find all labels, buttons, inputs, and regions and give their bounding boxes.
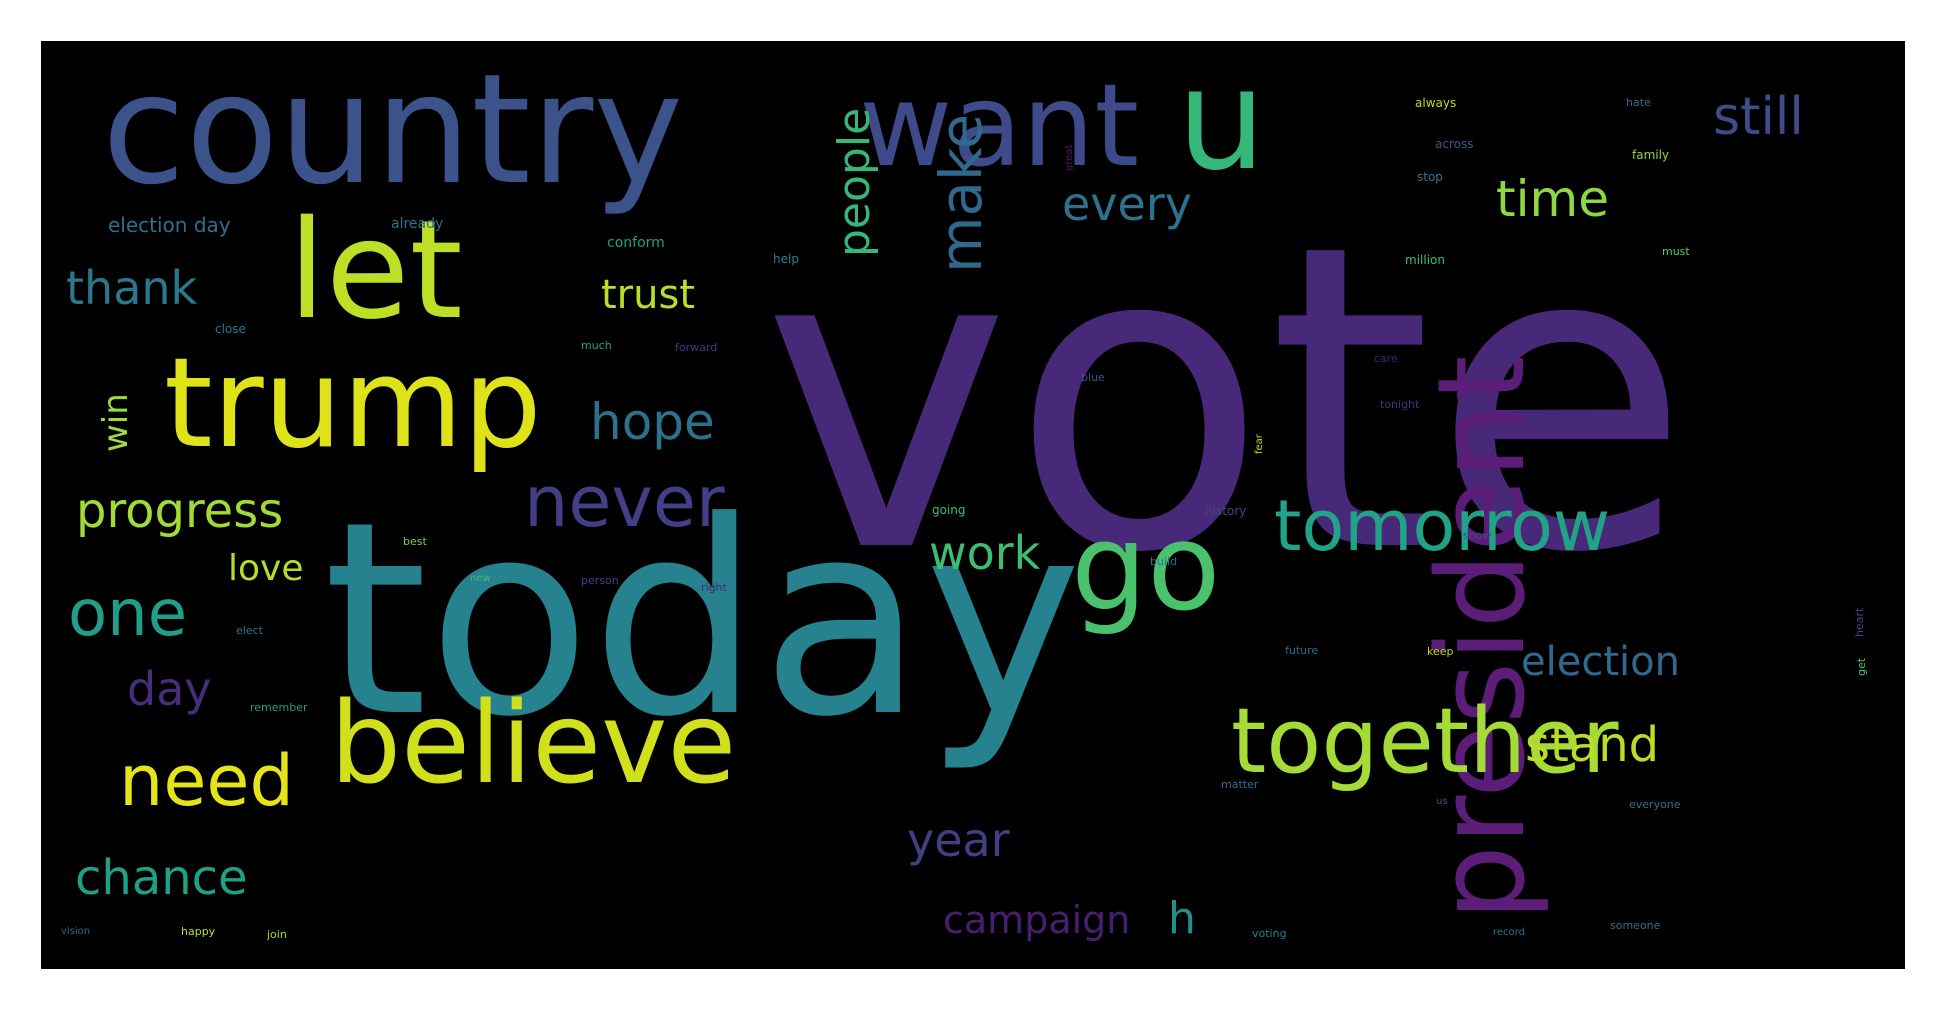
word-h: h: [1168, 893, 1196, 944]
word-elect: elect: [236, 624, 263, 637]
word-already: already: [391, 216, 444, 232]
word-show: show: [1463, 529, 1492, 542]
word-us: us: [1436, 796, 1448, 807]
word-year: year: [907, 813, 1010, 867]
word-right: right: [701, 581, 727, 594]
word-person: person: [581, 574, 619, 587]
word-tomorrow: tomorrow: [1274, 485, 1611, 567]
word-everyone: everyone: [1629, 798, 1681, 811]
word-help: help: [773, 252, 799, 266]
word-record: record: [1493, 927, 1525, 938]
word-voting: voting: [1252, 927, 1287, 940]
word-campaign: campaign: [943, 898, 1131, 942]
word-love: love: [228, 548, 304, 589]
word-vote: vote: [762, 156, 1691, 645]
word-thank: thank: [66, 261, 198, 315]
word-win: win: [96, 393, 136, 452]
word-forward: forward: [675, 341, 718, 354]
word-future: future: [1285, 644, 1319, 657]
word-care: care: [1374, 352, 1398, 365]
word-join: join: [267, 928, 287, 941]
word-build: build: [1150, 555, 1178, 568]
word-trump: trump: [164, 332, 542, 476]
word-tonight: tonight: [1380, 398, 1420, 411]
word-today: today: [323, 464, 1083, 775]
word-chance: chance: [75, 850, 248, 906]
word-people: people: [829, 107, 880, 257]
word-conform: conform: [607, 235, 665, 251]
word-need: need: [119, 740, 294, 822]
word-great: great: [1064, 144, 1075, 171]
word-election: election: [1521, 639, 1680, 685]
word-new: new: [470, 573, 491, 584]
word-believe: believe: [330, 679, 737, 809]
word-hope: hope: [590, 393, 715, 451]
word-best: best: [403, 535, 427, 548]
word-family: family: [1632, 148, 1670, 162]
word-fear: fear: [1254, 434, 1265, 454]
word-never: never: [524, 461, 725, 543]
word-remember: remember: [250, 701, 308, 714]
word-heart: heart: [1853, 607, 1866, 637]
word-someone: someone: [1610, 919, 1661, 932]
word-million: million: [1405, 253, 1445, 267]
word-want: want: [859, 59, 1140, 192]
word-country: country: [102, 41, 684, 218]
word-history: history: [1205, 504, 1247, 518]
word-every: every: [1062, 177, 1192, 231]
word-hate: hate: [1626, 96, 1651, 109]
word-go: go: [1071, 499, 1221, 638]
word-close: close: [215, 322, 246, 336]
word-let: let: [288, 192, 463, 350]
word-time: time: [1496, 170, 1609, 228]
word-one: one: [68, 577, 188, 651]
word-matter: matter: [1221, 778, 1259, 791]
word-together: together: [1231, 689, 1619, 794]
word-u: u: [1177, 41, 1266, 202]
word-much: much: [581, 339, 612, 352]
word-progress: progress: [76, 483, 284, 539]
word-work: work: [929, 526, 1041, 580]
word-stand: stand: [1525, 717, 1660, 773]
word-cloud-canvas: vote today country want u let trump president be…: [41, 41, 1905, 969]
word-still: still: [1713, 87, 1804, 147]
word-election-day: election day: [108, 213, 231, 237]
word-vision: vision: [61, 926, 91, 937]
word-day: day: [127, 662, 212, 716]
word-happy: happy: [181, 925, 216, 938]
word-going: going: [932, 503, 966, 517]
word-trust: trust: [601, 272, 696, 318]
word-blue: blue: [1081, 371, 1105, 384]
word-must: must: [1662, 245, 1690, 258]
word-always: always: [1415, 96, 1457, 110]
word-keep: keep: [1427, 645, 1454, 658]
word-across: across: [1435, 137, 1474, 151]
word-get: get: [1855, 657, 1868, 676]
word-stop: stop: [1417, 170, 1443, 184]
word-make: make: [927, 113, 995, 273]
